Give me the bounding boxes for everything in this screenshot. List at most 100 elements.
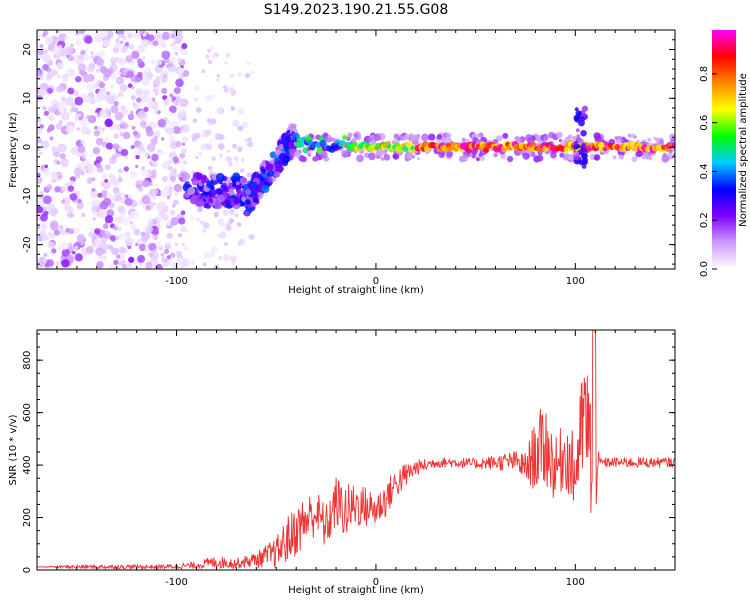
- heatmap-cell: [173, 41, 177, 46]
- heatmap-cell: [150, 59, 157, 65]
- heatmap-cell: [110, 105, 119, 114]
- heatmap-cell: [240, 207, 245, 212]
- heatmap-cell: [108, 245, 115, 251]
- heatmap-cell: [117, 168, 123, 174]
- heatmap-cell: [46, 72, 54, 80]
- heatmap-cell: [161, 50, 171, 60]
- heatmap-cell: [202, 228, 206, 233]
- heatmap-cell: [405, 140, 413, 149]
- heatmap-cell: [128, 123, 133, 128]
- heatmap-cell: [230, 106, 236, 111]
- heatmap-cell: [106, 209, 115, 218]
- spectrogram-x-tick-label: 100: [566, 276, 585, 287]
- colorbar-label: Normalized spectral amplitude: [738, 73, 749, 227]
- heatmap-cell: [57, 246, 62, 251]
- heatmap-cell: [165, 184, 171, 190]
- heatmap-cell: [60, 159, 69, 168]
- heatmap-cell: [92, 146, 101, 155]
- heatmap-cell: [212, 189, 217, 194]
- heatmap-cell: [416, 157, 421, 161]
- heatmap-cell: [79, 118, 88, 127]
- heatmap-cell: [213, 200, 223, 210]
- heatmap-cell: [74, 253, 83, 262]
- heatmap-cell: [174, 101, 179, 106]
- heatmap-cell: [245, 188, 252, 196]
- heatmap-cell: [238, 108, 244, 115]
- heatmap-cell: [62, 76, 69, 83]
- heatmap-cell: [177, 233, 183, 238]
- heatmap-cell: [383, 154, 391, 161]
- heatmap-cell: [270, 158, 275, 164]
- heatmap-cell: [655, 137, 661, 143]
- heatmap-cell: [133, 140, 141, 147]
- heatmap-cell: [44, 164, 49, 169]
- heatmap-cell: [548, 131, 556, 139]
- heatmap-cell: [67, 185, 75, 192]
- heatmap-cell: [129, 221, 134, 225]
- heatmap-cell: [50, 222, 59, 231]
- heatmap-cell: [236, 146, 243, 153]
- heatmap-cell: [152, 229, 159, 236]
- heatmap-cell: [120, 107, 129, 116]
- heatmap-cell: [216, 108, 224, 115]
- heatmap-cell: [212, 30, 219, 35]
- heatmap-cell: [177, 67, 185, 74]
- heatmap-cell: [352, 141, 358, 147]
- heatmap-cell: [100, 182, 104, 186]
- heatmap-cell: [251, 202, 257, 207]
- heatmap-cell: [135, 261, 140, 266]
- heatmap-cell: [151, 153, 159, 162]
- heatmap-cell: [122, 217, 131, 226]
- heatmap-cell: [117, 35, 121, 39]
- heatmap-cell: [555, 131, 563, 139]
- heatmap-cell: [218, 255, 223, 260]
- heatmap-cell: [39, 104, 43, 108]
- heatmap-cell: [166, 232, 173, 239]
- heatmap-cell: [134, 76, 141, 83]
- heatmap-cell: [158, 209, 166, 218]
- heatmap-cell: [567, 153, 575, 161]
- heatmap-cell: [100, 242, 107, 249]
- heatmap-cell: [249, 70, 255, 75]
- heatmap-cell: [87, 164, 96, 174]
- heatmap-cell: [630, 133, 636, 139]
- heatmap-cell: [37, 70, 41, 76]
- heatmap-cell: [152, 196, 157, 200]
- heatmap-cell: [49, 136, 54, 141]
- heatmap-cell: [577, 144, 581, 149]
- heatmap-cell: [535, 134, 543, 142]
- heatmap-cell: [157, 110, 161, 114]
- heatmap-cell: [111, 154, 117, 160]
- heatmap-cell: [669, 150, 673, 155]
- heatmap-cell: [232, 143, 237, 149]
- heatmap-cell: [167, 159, 173, 165]
- heatmap-cell: [593, 132, 601, 140]
- heatmap-cell: [115, 235, 120, 241]
- heatmap-cell: [46, 87, 53, 94]
- heatmap-cell: [237, 125, 244, 132]
- heatmap-cell: [47, 241, 55, 249]
- heatmap-cell: [45, 235, 50, 241]
- heatmap-cell: [46, 128, 52, 133]
- heatmap-cell: [199, 220, 205, 226]
- heatmap-cell: [94, 112, 99, 117]
- heatmap-cell: [205, 143, 213, 151]
- heatmap-cell: [123, 166, 129, 172]
- spectrogram-ylabel: Frequency (Hz): [8, 112, 19, 188]
- heatmap-cell: [171, 261, 179, 269]
- heatmap-cell: [50, 104, 58, 112]
- heatmap-cell: [86, 114, 91, 120]
- snr-x-ticks: -100 0 100: [36, 330, 676, 588]
- heatmap-cell: [161, 176, 168, 182]
- heatmap-cell: [208, 121, 213, 126]
- heatmap-cell: [200, 192, 204, 197]
- heatmap-cell: [154, 31, 162, 39]
- heatmap-cell: [74, 75, 82, 83]
- heatmap-cell: [183, 246, 189, 251]
- heatmap-cell: [216, 188, 224, 195]
- heatmap-cell: [235, 181, 240, 186]
- heatmap-cell: [220, 182, 228, 190]
- heatmap-cell: [169, 105, 177, 114]
- heatmap-cell: [62, 197, 71, 206]
